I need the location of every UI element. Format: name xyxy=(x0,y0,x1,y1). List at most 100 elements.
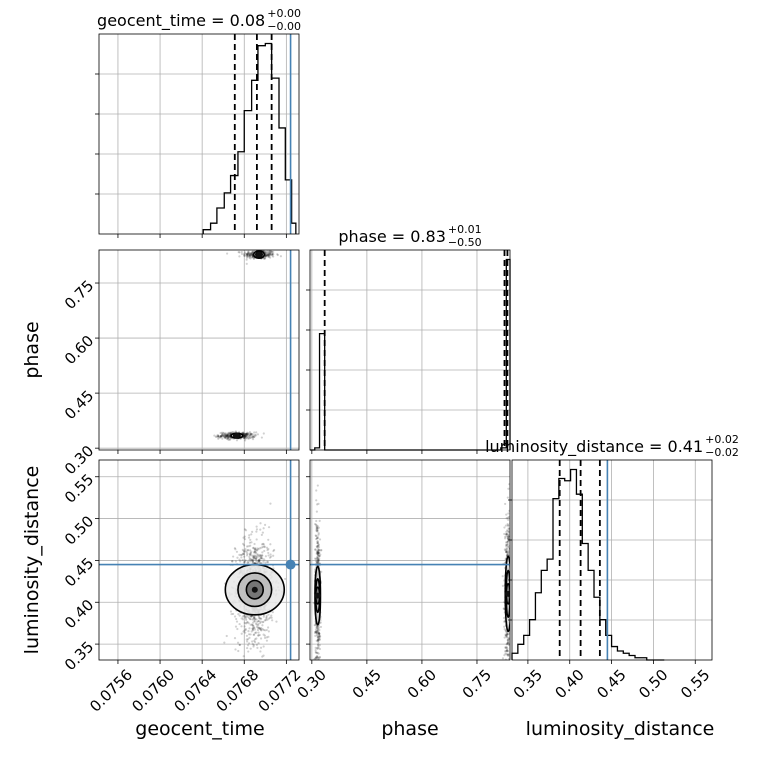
sample-point xyxy=(506,516,509,519)
sample-point xyxy=(314,548,317,552)
sample-point xyxy=(271,254,274,257)
sample-point xyxy=(319,635,322,638)
sample-point xyxy=(318,519,321,522)
sample-point xyxy=(260,546,263,549)
sample-point xyxy=(263,257,267,260)
sample-point xyxy=(246,640,249,643)
sample-point xyxy=(507,540,510,543)
sample-point xyxy=(316,554,319,557)
sample-point xyxy=(507,535,510,538)
sample-point xyxy=(316,529,319,532)
sample-point xyxy=(246,644,250,647)
sample-point xyxy=(217,436,220,439)
sample-point xyxy=(275,620,278,623)
sample-point xyxy=(240,617,243,620)
sample-point xyxy=(317,556,320,559)
sample-point xyxy=(316,537,319,540)
sample-point xyxy=(506,542,509,546)
sample-point xyxy=(226,436,230,439)
sample-point xyxy=(317,633,321,636)
sample-point xyxy=(251,561,254,564)
sample-point xyxy=(315,656,318,659)
sample-point xyxy=(508,483,510,486)
sample-point xyxy=(507,668,509,670)
sample-point xyxy=(250,253,253,256)
sample-point xyxy=(506,638,509,642)
sample-point xyxy=(267,252,271,255)
sample-point xyxy=(505,550,508,554)
sample-point xyxy=(248,558,251,561)
sample-point xyxy=(504,634,508,637)
sample-point xyxy=(250,252,253,255)
title-main: phase = 0.83 xyxy=(338,227,445,246)
sample-point xyxy=(267,254,270,257)
sample-point xyxy=(259,650,262,653)
sample-point xyxy=(253,628,256,631)
sample-point xyxy=(248,541,251,544)
sample-point xyxy=(248,434,251,437)
sample-point xyxy=(316,526,319,530)
sample-point xyxy=(247,254,250,258)
sample-point xyxy=(248,256,252,259)
sample-point xyxy=(508,530,510,533)
sample-point xyxy=(265,254,268,257)
sample-point xyxy=(264,251,268,254)
sample-point xyxy=(501,657,505,660)
sample-point xyxy=(246,431,249,434)
sample-point xyxy=(225,434,228,437)
sample-point xyxy=(318,635,321,638)
sample-point xyxy=(249,617,252,621)
sample-point xyxy=(222,434,225,437)
sample-point xyxy=(248,435,251,438)
sample-point xyxy=(266,548,269,552)
sample-point xyxy=(240,625,243,628)
sample-point xyxy=(316,635,320,638)
sample-point xyxy=(252,633,255,636)
sample-point xyxy=(266,561,270,564)
sample-point xyxy=(506,639,509,642)
sample-point xyxy=(505,550,508,553)
sample-point xyxy=(226,252,229,255)
sample-point xyxy=(316,556,319,559)
sample-point xyxy=(255,643,258,646)
sample-point xyxy=(243,439,247,442)
sample-point xyxy=(229,431,232,434)
sample-point xyxy=(507,537,510,540)
sample-point xyxy=(317,702,319,704)
sample-point xyxy=(245,436,248,439)
sample-point xyxy=(225,435,229,438)
sample-point xyxy=(503,636,506,639)
x-tick-label: 0.0768 xyxy=(213,666,263,716)
sample-point xyxy=(239,560,242,563)
sample-point xyxy=(315,654,319,657)
sample-point xyxy=(317,626,321,629)
sample-point xyxy=(246,252,250,255)
sample-point xyxy=(259,620,262,623)
sample-point xyxy=(242,536,245,539)
sample-point xyxy=(255,559,258,562)
sample-point xyxy=(506,543,509,546)
sample-point xyxy=(225,434,229,437)
sample-point xyxy=(506,642,509,645)
sample-point xyxy=(242,655,245,658)
sample-point xyxy=(247,432,250,435)
sample-point xyxy=(503,625,506,628)
sample-point xyxy=(260,617,263,620)
y-tick-label: 0.30 xyxy=(61,442,97,478)
sample-point xyxy=(222,431,225,434)
sample-point xyxy=(257,559,260,563)
sample-point xyxy=(259,556,262,560)
sample-point xyxy=(505,543,508,546)
sample-point xyxy=(242,253,246,256)
sample-point xyxy=(227,437,230,440)
density-layer xyxy=(213,250,510,704)
sample-point xyxy=(245,262,248,265)
sample-point xyxy=(248,618,252,621)
sample-point xyxy=(269,555,273,558)
sample-point xyxy=(241,552,245,556)
sample-point xyxy=(315,510,318,513)
x-tick-label: 0.0764 xyxy=(170,666,220,716)
contour-peak xyxy=(233,432,240,439)
sample-point xyxy=(245,432,248,435)
sample-point xyxy=(240,250,243,254)
